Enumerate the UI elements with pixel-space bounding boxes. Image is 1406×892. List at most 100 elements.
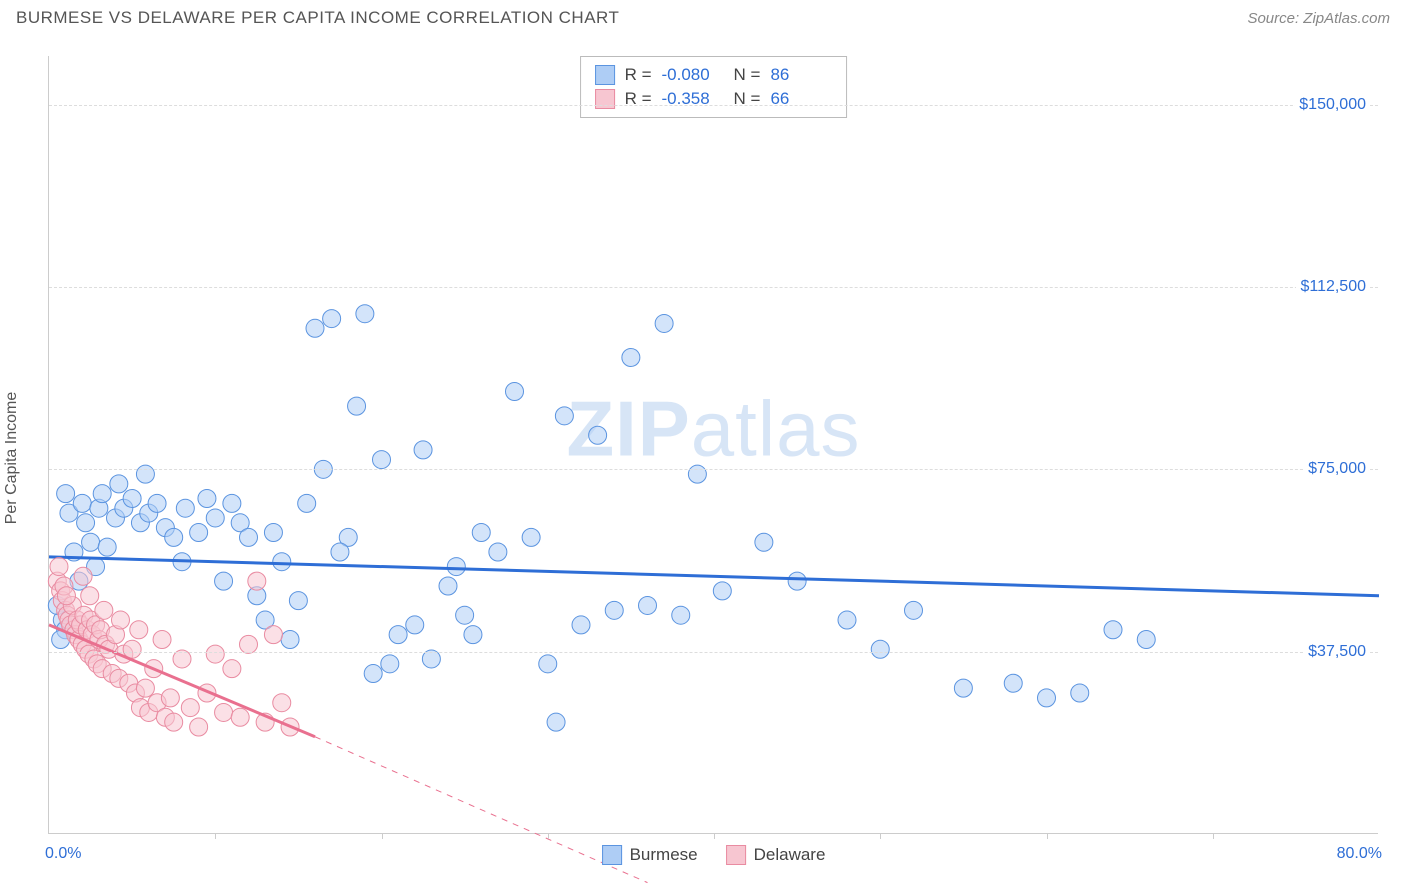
data-point [555,407,573,425]
legend-label-burmese: Burmese [630,845,698,865]
stat-n-label: N = [734,65,761,85]
data-point [231,708,249,726]
data-point [414,441,432,459]
data-point [165,528,183,546]
data-point [281,631,299,649]
data-point [905,601,923,619]
x-axis-max-label: 80.0% [1337,845,1382,863]
data-point [1004,674,1022,692]
data-point [348,397,366,415]
stat-r-burmese: -0.080 [662,65,724,85]
data-point [95,601,113,619]
stat-n-burmese: 86 [770,65,832,85]
x-tick [1213,833,1214,839]
data-point [439,577,457,595]
data-point [539,655,557,673]
data-point [605,601,623,619]
y-tick-label: $112,500 [1296,278,1370,296]
x-tick [1047,833,1048,839]
gridline [49,287,1378,288]
data-point [176,499,194,517]
data-point [273,553,291,571]
data-point [223,494,241,512]
data-point [713,582,731,600]
data-point [364,665,382,683]
plot-area: ZIPatlas R = -0.080 N = 86 R = -0.358 N … [48,56,1378,834]
data-point [389,626,407,644]
data-point [1104,621,1122,639]
data-point [589,426,607,444]
data-point [111,611,129,629]
data-point [755,533,773,551]
data-point [148,494,166,512]
swatch-delaware [595,89,615,109]
chart-source: Source: ZipAtlas.com [1247,10,1390,27]
stat-n-label: N = [734,89,761,109]
data-point [655,314,673,332]
data-point [136,679,154,697]
plot-svg [49,56,1378,833]
series-legend: Burmese Delaware [602,845,826,865]
stats-row-delaware: R = -0.358 N = 66 [595,87,833,111]
gridline [49,105,1378,106]
data-point [323,310,341,328]
data-point [240,528,258,546]
legend-item-delaware: Delaware [726,845,826,865]
data-point [93,485,111,503]
x-tick [548,833,549,839]
data-point [871,640,889,658]
swatch-burmese [595,65,615,85]
stat-r-label: R = [625,65,652,85]
legend-swatch-burmese [602,845,622,865]
chart-container: Per Capita Income ZIPatlas R = -0.080 N … [0,34,1406,882]
gridline [49,652,1378,653]
data-point [472,524,490,542]
stat-r-label: R = [625,89,652,109]
legend-label-delaware: Delaware [754,845,826,865]
data-point [74,567,92,585]
data-point [198,489,216,507]
data-point [130,621,148,639]
x-tick [714,833,715,839]
x-axis-min-label: 0.0% [45,845,81,863]
x-tick [382,833,383,839]
data-point [406,616,424,634]
y-tick-label: $150,000 [1295,96,1370,114]
data-point [215,703,233,721]
data-point [248,572,266,590]
gridline [49,469,1378,470]
data-point [264,626,282,644]
data-point [306,319,324,337]
data-point [181,699,199,717]
stat-r-delaware: -0.358 [662,89,724,109]
data-point [123,640,141,658]
data-point [57,485,75,503]
data-point [273,694,291,712]
data-point [57,587,75,605]
y-axis-label: Per Capita Income [3,392,21,525]
data-point [161,689,179,707]
data-point [190,524,208,542]
data-point [572,616,590,634]
data-point [1071,684,1089,702]
data-point [381,655,399,673]
trend-line-extrapolated [315,737,648,883]
data-point [1038,689,1056,707]
data-point [206,645,224,663]
data-point [331,543,349,561]
x-tick [880,833,881,839]
data-point [456,606,474,624]
data-point [98,538,116,556]
data-point [373,451,391,469]
data-point [639,596,657,614]
data-point [522,528,540,546]
data-point [264,524,282,542]
x-tick [215,833,216,839]
data-point [289,592,307,610]
data-point [215,572,233,590]
data-point [153,631,171,649]
data-point [1137,631,1155,649]
chart-title: BURMESE VS DELAWARE PER CAPITA INCOME CO… [16,8,619,28]
data-point [73,494,91,512]
data-point [506,383,524,401]
